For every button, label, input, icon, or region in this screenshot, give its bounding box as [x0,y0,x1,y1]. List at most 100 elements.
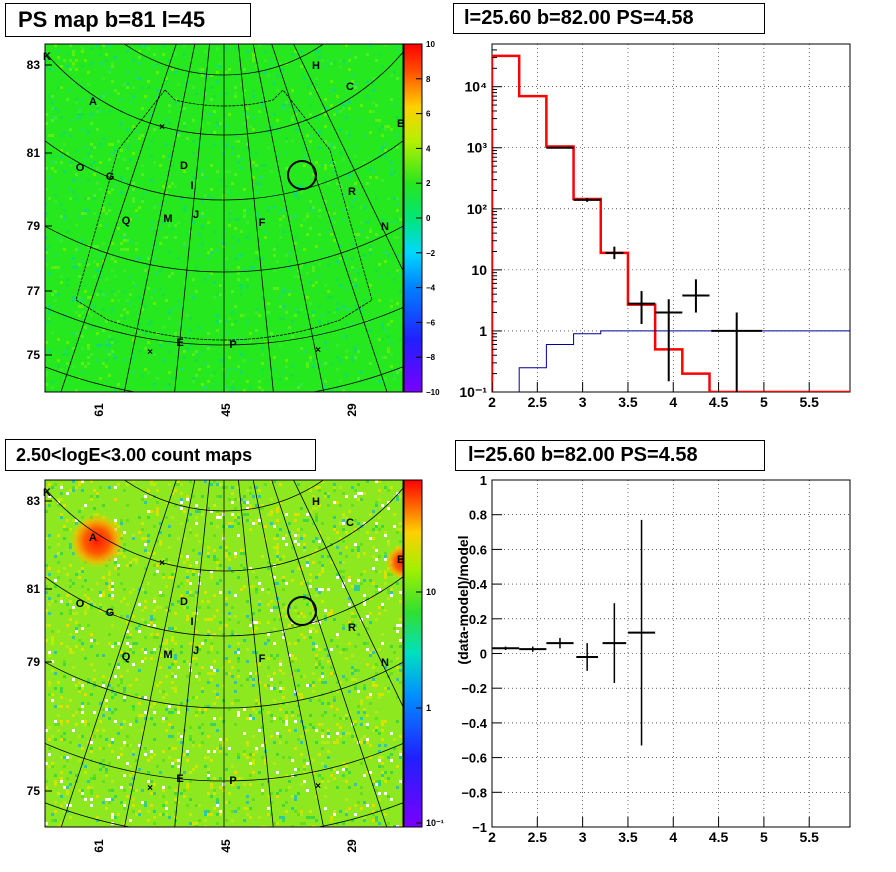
map-pixel [213,371,216,374]
map-pixel [186,708,189,711]
map-pixel [354,669,357,672]
map-pixel [45,383,48,386]
map-pixel [267,131,270,134]
map-pixel [216,729,219,732]
map-pixel [87,702,90,705]
map-pixel [168,224,171,227]
map-pixel [228,552,231,555]
map-pixel [336,368,339,371]
map-pixel [354,624,357,627]
map-pixel [120,191,123,194]
map-pixel [63,585,66,588]
map-pixel [72,53,75,56]
map-pixel [207,555,210,558]
map-pixel [93,741,96,744]
map-pixel [354,495,357,498]
map-pixel [180,483,183,486]
map-pixel [243,681,246,684]
map-pixel [270,125,273,128]
map-pixel [210,131,213,134]
map-pixel [75,630,78,633]
map-pixel [111,257,114,260]
map-pixel [369,176,372,179]
map-pixel [159,164,162,167]
map-pixel [126,86,129,89]
map-pixel [219,786,222,789]
map-pixel [48,777,51,780]
map-pixel [126,564,129,567]
map-pixel [318,305,321,308]
map-pixel [213,594,216,597]
map-pixel [381,323,384,326]
map-pixel [273,248,276,251]
map-pixel [399,522,402,525]
map-pixel [204,810,207,813]
map-pixel [228,747,231,750]
map-pixel [165,627,168,630]
map-pixel [345,732,348,735]
map-pixel [114,293,117,296]
map-pixel [84,765,87,768]
map-pixel [150,320,153,323]
map-pixel [162,795,165,798]
map-pixel [78,651,81,654]
map-pixel [249,332,252,335]
map-pixel [234,555,237,558]
map-pixel [78,759,81,762]
map-pixel [318,56,321,59]
map-pixel [390,591,393,594]
map-pixel [150,633,153,636]
map-pixel [354,155,357,158]
map-pixel [234,134,237,137]
map-pixel [90,741,93,744]
map-pixel [129,158,132,161]
map-pixel [243,501,246,504]
map-pixel [384,750,387,753]
map-pixel [258,185,261,188]
map-pixel [309,356,312,359]
map-pixel [330,389,333,392]
map-pixel [285,789,288,792]
map-pixel [237,498,240,501]
map-pixel [309,140,312,143]
map-pixel [255,747,258,750]
map-pixel [225,332,228,335]
source-label-d: D [180,596,188,608]
map-pixel [306,561,309,564]
longitude-line [252,44,325,392]
map-pixel [234,95,237,98]
map-pixel [216,693,219,696]
map-pixel [216,329,219,332]
map-pixel [63,218,66,221]
map-pixel [318,699,321,702]
map-pixel [366,720,369,723]
map-pixel [303,759,306,762]
map-pixel [168,744,171,747]
map-pixel [168,317,171,320]
map-pixel [234,257,237,260]
map-pixel [312,825,315,827]
map-pixel [315,486,318,489]
map-pixel [345,765,348,768]
map-pixel [204,825,207,827]
map-pixel [282,804,285,807]
map-pixel [129,293,132,296]
map-pixel [66,756,69,759]
map-pixel [186,314,189,317]
map-pixel [240,353,243,356]
map-pixel [366,738,369,741]
map-pixel [276,260,279,263]
map-pixel [204,765,207,768]
map-pixel [366,53,369,56]
map-pixel [192,570,195,573]
map-pixel [321,555,324,558]
map-pixel [153,783,156,786]
map-pixel [327,741,330,744]
map-pixel [186,498,189,501]
map-pixel [399,540,402,543]
map-pixel [270,332,273,335]
map-pixel [129,744,132,747]
map-pixel [60,690,63,693]
map-pixel [321,104,324,107]
